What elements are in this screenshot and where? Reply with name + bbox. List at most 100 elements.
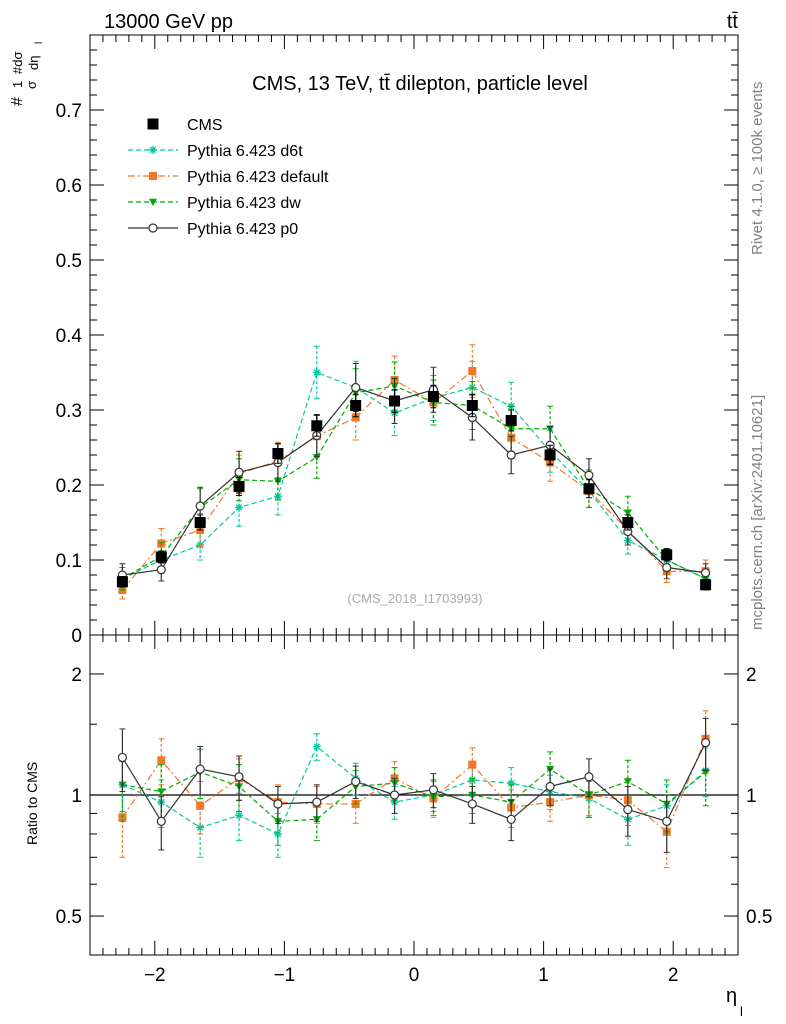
ratio-y-tick-label-right: 2 [746, 665, 757, 686]
ratio-data-point [700, 737, 711, 748]
main-data-point [235, 503, 244, 512]
legend-marker [149, 198, 157, 206]
main-data-point [233, 481, 245, 492]
main-data-point [351, 382, 361, 393]
legend-entry-0: CMS [147, 117, 223, 134]
main-data-point [312, 454, 321, 462]
main-data-point [700, 568, 711, 578]
main-y-tick-label: 0.2 [56, 476, 82, 497]
ratio-data-point [157, 788, 166, 796]
ylabel-sub: l [34, 42, 45, 44]
legend-entry-3: Pythia 6.423 dw [128, 195, 301, 212]
main-series-0 [118, 345, 710, 591]
main-data-point [661, 549, 673, 561]
legend-entry-2: Pythia 6.423 default [128, 169, 329, 186]
ratio-series-1 [118, 710, 710, 869]
main-data-point [427, 391, 439, 402]
ratio-data-point [584, 772, 594, 782]
star-stroke [235, 812, 243, 819]
main-data-point [622, 517, 634, 528]
ratio-data-point [506, 814, 516, 824]
ratio-data-point [273, 799, 283, 809]
ylabel-frac-num: 1 [10, 81, 25, 88]
legend: CMS Pythia 6.423 d6t Pythia 6.423 default P… [128, 117, 329, 238]
ylabel-deriv-den: dη [26, 56, 41, 70]
header-left-label: 13000 GeV pp [104, 11, 233, 33]
main-data-point [662, 562, 672, 573]
main-data-point [272, 448, 284, 459]
main-y-tick-label: 0 [71, 626, 82, 647]
ratio-y-tick-label: 2 [71, 665, 82, 686]
ratio-data-point [428, 785, 439, 795]
main-title: CMS, 13 TeV, tt̄ dilepton, particle leve… [252, 73, 588, 95]
main-data-point [350, 400, 362, 411]
star-stroke [313, 743, 321, 750]
header-right-label: tt̄ [727, 11, 739, 33]
main-series-line [122, 371, 706, 580]
x-tick-label: 1 [538, 965, 549, 986]
main-y-tick-label: 0.5 [56, 251, 82, 272]
ratio-y-tick-label: 0.5 [56, 907, 82, 928]
main-series-line [122, 385, 706, 580]
legend-marker [148, 223, 158, 233]
main-axis-ticks: 0 0.1 0.2 0.3 0.4 0.5 0.6 0.7 [56, 35, 738, 647]
ratio-data-point [235, 811, 244, 820]
main-y-axis-label: # 1 σ #dσ dη l [9, 42, 45, 106]
x-tick-label: −1 [274, 965, 296, 986]
ratio-series-line [121, 738, 707, 833]
ratio-data-point [312, 742, 321, 751]
main-y-tick-label: 0.7 [56, 101, 82, 122]
star-stroke [274, 830, 282, 838]
main-data-point [195, 501, 205, 511]
ratio-data-point [312, 797, 322, 807]
main-data-point [194, 517, 206, 528]
ylabel-deriv-num: #dσ [10, 52, 25, 74]
main-data-point [468, 367, 477, 375]
analysis-watermark: (CMS_2018_I1703993) [347, 591, 482, 606]
main-data-point [389, 395, 401, 407]
legend-label: Pythia 6.423 p0 [187, 221, 298, 238]
main-series-1 [118, 344, 710, 600]
main-data-point [311, 420, 323, 432]
ratio-data-point [623, 804, 633, 815]
main-y-tick-label: 0.4 [56, 326, 83, 347]
ratio-data-point [196, 801, 205, 810]
ratio-data-point [157, 756, 166, 765]
main-data-point [544, 449, 556, 461]
main-series-line [121, 370, 706, 591]
legend-marker [147, 118, 159, 130]
ratio-data-point [389, 790, 400, 800]
main-y-tick-label: 0.1 [56, 551, 82, 572]
ylabel-frac-den: σ [24, 81, 39, 89]
main-data-point [466, 400, 478, 411]
rivet-label: Rivet 4.1.0, ≥ 100k events [749, 82, 766, 255]
x-axis-label-sub: l [740, 1004, 743, 1019]
ratio-y-tick-label: 1 [71, 786, 82, 807]
main-y-tick-label: 0.6 [56, 176, 82, 197]
main-series-layer [116, 344, 712, 600]
main-data-point [312, 368, 321, 377]
legend-label: CMS [187, 117, 223, 134]
star-stroke [274, 492, 282, 500]
x-tick-label: 0 [409, 965, 420, 986]
ratio-series-3 [117, 717, 711, 853]
legend-marker [149, 146, 157, 154]
legend-marker [149, 172, 157, 180]
ratio-data-point [623, 778, 632, 786]
x-tick-label: 2 [668, 965, 679, 986]
main-data-point [584, 470, 594, 480]
ratio-series-line [121, 742, 707, 823]
ratio-data-point [117, 752, 128, 763]
main-data-point [156, 565, 166, 575]
x-tick-label: −2 [144, 965, 166, 986]
main-series-3 [117, 363, 711, 587]
main-data-point [623, 509, 632, 517]
main-data-point [583, 483, 595, 495]
main-data-point [505, 415, 517, 426]
main-data-point [700, 579, 712, 591]
legend-label: Pythia 6.423 default [187, 169, 329, 186]
ratio-data-point [351, 776, 361, 787]
legend-label: Pythia 6.423 dw [187, 195, 301, 212]
legend-entry-4: Pythia 6.423 p0 [128, 221, 298, 238]
